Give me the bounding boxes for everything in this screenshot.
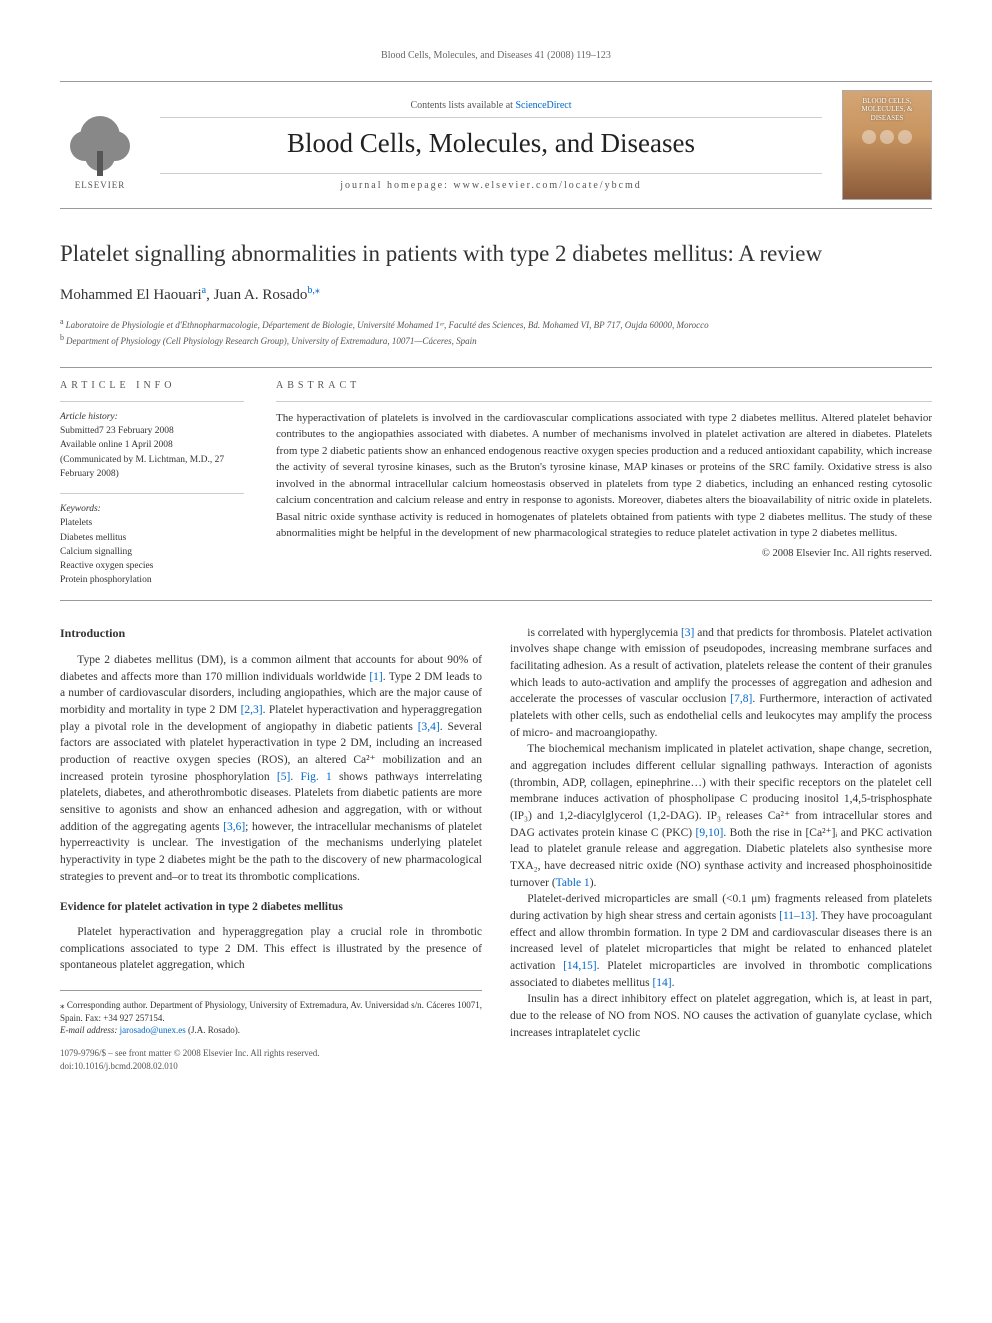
affiliation-text: Laboratoire de Physiologie et d'Ethnopha… <box>66 320 709 330</box>
history-label: Article history: <box>60 410 244 424</box>
article-info-sidebar: ARTICLE INFO Article history: Submitted7… <box>60 368 260 600</box>
body-text: is correlated with hyperglycemia <box>527 627 681 639</box>
affiliation-mark: b, <box>307 285 315 296</box>
doi-line: doi:10.1016/j.bcmd.2008.02.010 <box>60 1060 482 1073</box>
author-list: Mohammed El Haouaria, Juan A. Rosadob,⁎ <box>60 285 932 304</box>
figure-link[interactable]: Fig. 1 <box>301 771 332 783</box>
history-line: Submitted7 23 February 2008 <box>60 424 244 438</box>
cover-title: BLOOD CELLS, MOLECULES, & DISEASES <box>849 97 925 122</box>
citation-link[interactable]: [3,6] <box>223 821 245 833</box>
article-title: Platelet signalling abnormalities in pat… <box>60 239 932 269</box>
article-body: Introduction Type 2 diabetes mellitus (D… <box>60 625 932 1072</box>
body-paragraph: is correlated with hyperglycemia [3] and… <box>510 625 932 742</box>
email-label: E-mail address: <box>60 1025 117 1035</box>
citation-link[interactable]: [3,4] <box>418 721 440 733</box>
keyword: Platelets <box>60 516 244 530</box>
abstract-text: The hyperactivation of platelets is invo… <box>276 401 932 542</box>
citation-link[interactable]: [3] <box>681 627 694 639</box>
body-text: . <box>672 977 675 989</box>
section-heading-evidence: Evidence for platelet activation in type… <box>60 899 482 916</box>
citation-link[interactable]: [14,15] <box>563 960 597 972</box>
citation-link[interactable]: [7,8] <box>730 693 752 705</box>
citation-link[interactable]: [5] <box>277 771 290 783</box>
corresponding-author-footer: ⁎ Corresponding author. Department of Ph… <box>60 990 482 1072</box>
journal-name: Blood Cells, Molecules, and Diseases <box>160 128 822 159</box>
journal-cover-thumbnail: BLOOD CELLS, MOLECULES, & DISEASES <box>842 90 932 200</box>
citation-link[interactable]: [14] <box>652 977 671 989</box>
body-text: ). <box>590 877 597 889</box>
section-heading-introduction: Introduction <box>60 625 482 642</box>
publisher-name: ELSEVIER <box>75 180 126 190</box>
abstract-heading: ABSTRACT <box>276 380 932 391</box>
copyright-line: © 2008 Elsevier Inc. All rights reserved… <box>276 548 932 559</box>
citation-link[interactable]: [1] <box>369 671 382 683</box>
body-text: . <box>290 771 300 783</box>
affiliation-mark: b <box>60 333 64 342</box>
sciencedirect-link[interactable]: ScienceDirect <box>515 100 571 111</box>
journal-homepage: journal homepage: www.elsevier.com/locat… <box>160 173 822 191</box>
email-owner: (J.A. Rosado). <box>188 1025 240 1035</box>
running-header: Blood Cells, Molecules, and Diseases 41 … <box>60 50 932 61</box>
body-paragraph: Insulin has a direct inhibitory effect o… <box>510 991 932 1041</box>
contents-available-line: Contents lists available at ScienceDirec… <box>160 100 822 118</box>
keyword: Reactive oxygen species <box>60 559 244 573</box>
keyword: Diabetes mellitus <box>60 531 244 545</box>
body-paragraph: Platelet-derived microparticles are smal… <box>510 891 932 991</box>
author-name: Juan A. Rosado <box>214 287 308 303</box>
cover-graphic-icon <box>862 130 912 144</box>
author-name: Mohammed El Haouari <box>60 287 202 303</box>
elsevier-tree-icon <box>70 116 130 176</box>
history-line: Available online 1 April 2008 <box>60 438 244 452</box>
body-paragraph: Type 2 diabetes mellitus (DM), is a comm… <box>60 652 482 885</box>
affiliation-mark: a <box>60 317 64 326</box>
contents-prefix: Contents lists available at <box>410 100 515 111</box>
citation-link[interactable]: [9,10] <box>696 827 724 839</box>
body-text: The biochemical mechanism implicated in … <box>510 743 932 838</box>
affiliation-mark: a <box>202 285 206 296</box>
history-line: (Communicated by M. Lichtman, M.D., 27 F… <box>60 453 244 482</box>
publisher-logo: ELSEVIER <box>60 100 140 190</box>
affiliation-text: Department of Physiology (Cell Physiolog… <box>66 336 477 346</box>
citation-link[interactable]: [11–13] <box>779 910 815 922</box>
keywords-label: Keywords: <box>60 502 244 516</box>
corresponding-mark: ⁎ <box>315 285 320 296</box>
article-info-heading: ARTICLE INFO <box>60 380 244 391</box>
body-paragraph: The biochemical mechanism implicated in … <box>510 741 932 891</box>
keyword: Protein phosphorylation <box>60 573 244 587</box>
affiliations: aLaboratoire de Physiologie et d'Ethnoph… <box>60 316 932 349</box>
keyword: Calcium signalling <box>60 545 244 559</box>
abstract-section: ABSTRACT The hyperactivation of platelet… <box>260 368 932 600</box>
body-paragraph: Platelet hyperactivation and hyperaggreg… <box>60 924 482 974</box>
journal-masthead: ELSEVIER Contents lists available at Sci… <box>60 81 932 209</box>
email-link[interactable]: jarosado@unex.es <box>120 1025 186 1035</box>
issn-line: 1079-9796/$ – see front matter © 2008 El… <box>60 1047 482 1060</box>
corresponding-note: ⁎ Corresponding author. Department of Ph… <box>60 999 482 1024</box>
table-link[interactable]: Table 1 <box>556 877 590 889</box>
citation-link[interactable]: [2,3] <box>241 704 263 716</box>
